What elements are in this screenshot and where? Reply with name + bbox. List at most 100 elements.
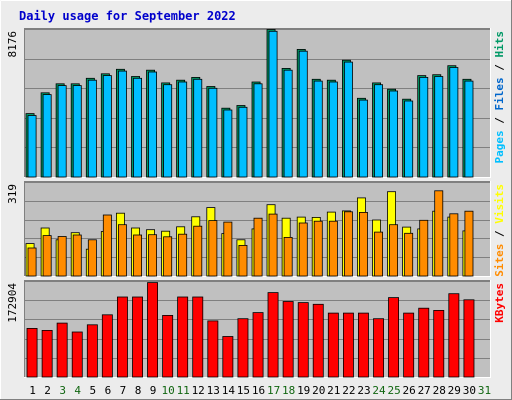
- bar-sites-1: [27, 247, 37, 277]
- bar-sites-5: [87, 239, 97, 277]
- bar-kbytes-5: [86, 324, 98, 378]
- bar-pages-6: [102, 75, 112, 178]
- x-tick-label: 17: [267, 384, 280, 397]
- bar-kbytes-22: [342, 312, 354, 378]
- bar-pages-16: [253, 83, 263, 178]
- bar-kbytes-21: [327, 312, 339, 378]
- bar-pages-7: [118, 70, 127, 178]
- bar-kbytes-17: [267, 292, 279, 378]
- bar-kbytes-25: [388, 297, 400, 378]
- bar-pages-13: [208, 87, 218, 178]
- x-tick-label: 21: [327, 384, 340, 397]
- x-tick-label: 30: [463, 384, 476, 397]
- bar-kbytes-20: [312, 303, 324, 378]
- bar-sites-28: [434, 190, 444, 277]
- panel-visits-sites: 319 Sites / Visits: [6, 181, 506, 277]
- bar-pages-12: [193, 78, 203, 178]
- series-pages: [27, 30, 474, 178]
- bar-sites-26: [404, 232, 414, 277]
- bar-sites-24: [374, 231, 384, 277]
- bar-pages-24: [374, 84, 384, 178]
- x-tick-label: 19: [297, 384, 310, 397]
- bar-pages-4: [72, 85, 82, 178]
- x-tick-label: 18: [282, 384, 295, 397]
- x-tick-label: 11: [177, 384, 190, 397]
- bar-sites-7: [118, 224, 127, 277]
- bar-pages-26: [404, 100, 414, 178]
- bar-sites-11: [178, 233, 188, 277]
- bar-kbytes-23: [357, 312, 369, 378]
- bar-sites-20: [313, 220, 323, 277]
- x-tick-label: 27: [418, 384, 431, 397]
- bar-kbytes-7: [117, 296, 128, 378]
- bar-kbytes-2: [41, 329, 53, 378]
- bar-kbytes-26: [403, 312, 415, 378]
- bar-pages-29: [449, 67, 459, 178]
- bar-sites-2: [42, 235, 52, 277]
- series-label-part: /: [493, 111, 506, 131]
- bar-kbytes-8: [132, 296, 144, 378]
- x-tick-label: 24: [372, 384, 386, 397]
- x-tick-label: 3: [59, 384, 66, 397]
- bar-pages-2: [42, 94, 52, 178]
- bar-sites-17: [268, 213, 278, 277]
- bar-kbytes-4: [71, 331, 83, 378]
- chart-panels: 8176 Pages / Files / Hits 319 Sites / Visit…: [6, 28, 506, 378]
- x-tick-label: 16: [252, 384, 265, 397]
- x-tick-label: 12: [192, 384, 205, 397]
- bar-pages-11: [178, 81, 188, 178]
- bar-sites-12: [193, 225, 203, 277]
- x-tick-label: 23: [357, 384, 370, 397]
- x-tick-label: 8: [135, 384, 142, 397]
- bar-pages-1: [27, 115, 37, 178]
- bar-sites-3: [57, 236, 67, 277]
- x-tick-label: 20: [312, 384, 325, 397]
- bar-kbytes-18: [282, 301, 294, 378]
- bar-kbytes-9: [147, 282, 159, 378]
- bar-sites-23: [358, 211, 368, 277]
- bar-kbytes-3: [56, 322, 68, 378]
- bar-sites-4: [72, 234, 82, 277]
- series-label: KBytes: [493, 283, 506, 323]
- x-tick-label: 22: [342, 384, 355, 397]
- bar-kbytes-29: [448, 293, 460, 378]
- x-tick-label: 29: [448, 384, 461, 397]
- x-tick-label: 31: [478, 384, 491, 397]
- bar-pages-9: [148, 71, 158, 178]
- x-tick-label: 25: [387, 384, 400, 397]
- bar-kbytes-6: [101, 314, 113, 378]
- bar-pages-27: [419, 77, 429, 178]
- bar-pages-14: [223, 109, 233, 178]
- bar-pages-22: [343, 61, 353, 178]
- bar-pages-17: [268, 30, 278, 178]
- bar-sites-21: [328, 220, 338, 277]
- series-sites: [27, 190, 474, 277]
- x-tick-label: 4: [74, 384, 81, 397]
- bar-sites-6: [102, 214, 112, 277]
- bar-pages-28: [434, 76, 444, 178]
- bar-sites-10: [163, 236, 173, 277]
- bar-kbytes-1: [26, 327, 38, 378]
- series-label-part: KBytes: [493, 283, 506, 323]
- chart-title: Daily usage for September 2022: [19, 9, 236, 23]
- bar-pages-18: [283, 69, 293, 178]
- series-kbytes: [26, 282, 475, 378]
- y-max-label: 319: [6, 184, 19, 204]
- x-tick-label: 15: [237, 384, 250, 397]
- bar-sites-13: [208, 220, 218, 277]
- x-tick-label: 14: [222, 384, 236, 397]
- series-label-part: /: [493, 224, 506, 244]
- bar-pages-23: [358, 99, 368, 178]
- bar-sites-14: [223, 221, 233, 277]
- x-tick-label: 2: [44, 384, 51, 397]
- panel-hits-files-pages: 8176 Pages / Files / Hits: [6, 28, 506, 178]
- bar-sites-8: [133, 234, 143, 277]
- series-label-part: Pages: [493, 130, 506, 163]
- bar-kbytes-24: [373, 318, 385, 378]
- x-tick-labels: 1 2 3 4 5 6 7 8 9 10 11 12 13 14 15 16 17 18 19 20 21 22 23 24 2…: [29, 384, 491, 397]
- bar-kbytes-27: [418, 307, 430, 378]
- series-label: Sites / Visits: [493, 184, 506, 277]
- bar-sites-29: [449, 213, 459, 277]
- series-label-part: Files: [493, 77, 506, 110]
- bar-kbytes-11: [177, 296, 189, 378]
